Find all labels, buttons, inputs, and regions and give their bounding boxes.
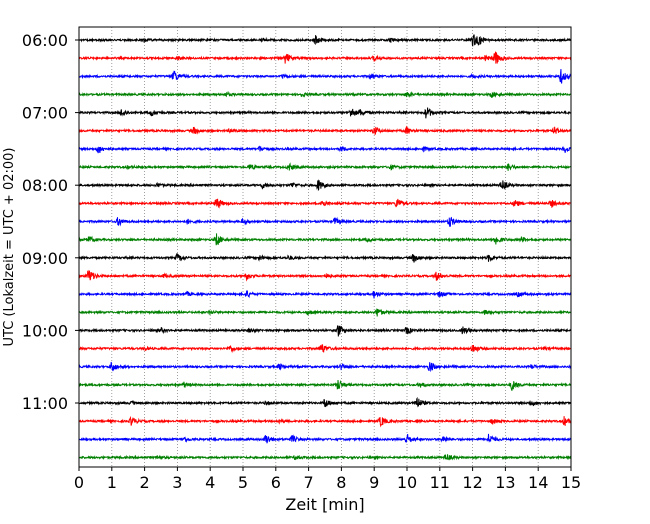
seismic-trace-1000 [78, 325, 571, 337]
x-tick-label: 8 [336, 473, 346, 492]
x-tick-label: 7 [304, 473, 314, 492]
seismic-trace-1045 [78, 379, 572, 391]
seismic-trace-0830 [78, 216, 572, 227]
y-axis-ticks: 06:00 07:00 08:00 09:00 10:00 11:00 [22, 31, 79, 413]
x-tick-label: 5 [238, 473, 248, 492]
seismic-trace-0715 [78, 125, 572, 136]
y-tick-label: 11:00 [22, 394, 68, 413]
y-tick-label: 09:00 [22, 249, 68, 268]
seismic-trace-0600 [78, 34, 572, 47]
seismic-trace-0645 [78, 90, 571, 99]
x-tick-label: 4 [205, 473, 215, 492]
x-axis-ticks: 0 1 2 3 4 5 6 7 8 9 10 11 12 13 14 15 [74, 467, 581, 492]
y-tick-label: 10:00 [22, 321, 68, 340]
x-tick-label: 6 [271, 473, 281, 492]
x-tick-label: 1 [107, 473, 117, 492]
x-tick-label: 10 [397, 473, 417, 492]
seismic-trace-0845 [78, 233, 572, 246]
seismic-trace-0700 [78, 107, 572, 119]
x-tick-label: 12 [462, 473, 482, 492]
grid-lines [111, 27, 539, 467]
trace-layer [78, 34, 572, 461]
seismic-trace-0930 [78, 290, 572, 299]
y-tick-label: 08:00 [22, 176, 68, 195]
y-axis-label: UTC (Lokalzeit = UTC + 02:00) [2, 148, 17, 347]
seismic-trace-0815 [78, 198, 572, 209]
x-tick-label: 3 [172, 473, 182, 492]
seismic-trace-0800 [78, 179, 572, 192]
seismic-trace-1015 [78, 344, 572, 354]
x-tick-label: 2 [140, 473, 150, 492]
x-tick-label: 0 [74, 473, 84, 492]
seismic-trace-0900 [78, 253, 572, 263]
seismic-trace-0615 [78, 51, 572, 64]
x-axis-label: Zeit [min] [285, 495, 364, 514]
seismic-trace-1100 [78, 396, 572, 408]
x-tick-label: 14 [528, 473, 548, 492]
x-tick-label: 11 [430, 473, 450, 492]
seismic-trace-1145 [78, 454, 572, 461]
seismic-trace-0730 [78, 145, 572, 154]
x-tick-label: 13 [495, 473, 515, 492]
y-tick-label: 06:00 [22, 31, 68, 50]
seismic-trace-1115 [78, 415, 572, 428]
y-tick-label: 07:00 [22, 104, 68, 123]
seismic-trace-0745 [78, 162, 571, 171]
seismic-trace-0630 [78, 69, 572, 84]
seismic-trace-0915 [78, 269, 571, 282]
seismic-trace-1030 [78, 361, 571, 373]
seismic-trace-1130 [78, 433, 571, 444]
plot-frame [78, 26, 572, 468]
x-tick-label: 15 [561, 473, 581, 492]
seismic-trace-0945 [78, 308, 572, 317]
x-tick-label: 9 [369, 473, 379, 492]
